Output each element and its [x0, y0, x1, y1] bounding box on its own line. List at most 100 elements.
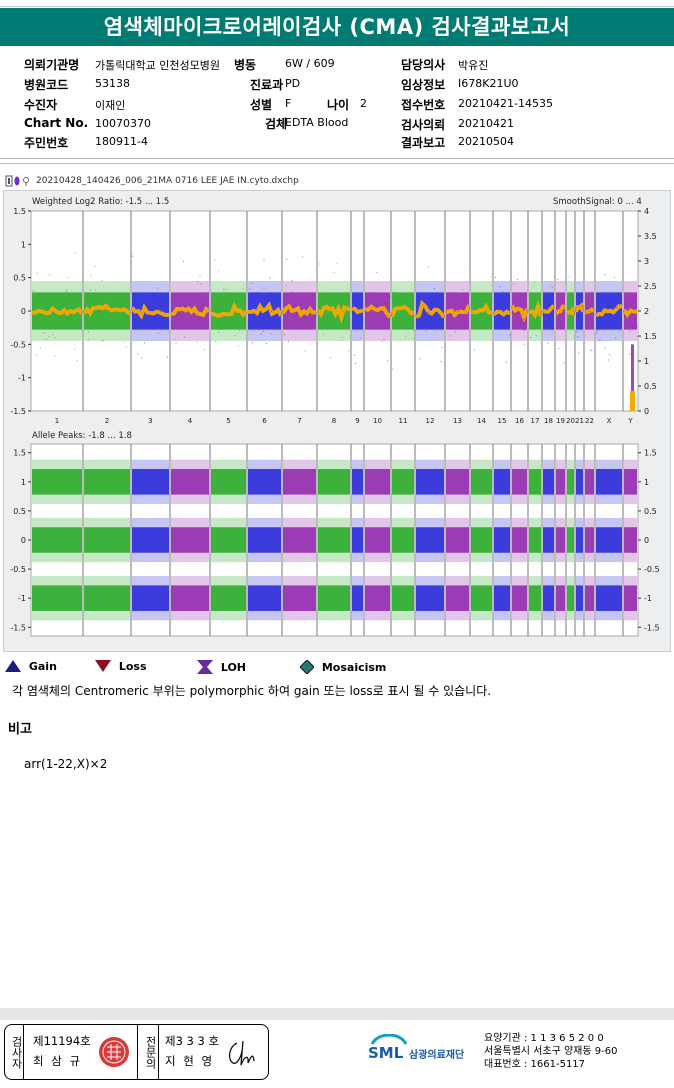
examiner-license: 제11194호: [33, 1034, 91, 1048]
chromosome-tick-label: 12: [426, 417, 435, 425]
chromosome-tick-label: Y: [627, 417, 633, 425]
log2-ratio-label: Weighted Log2 Ratio: -1.5 ... 1.5: [32, 197, 169, 207]
chromosome-tick-label: 4: [188, 417, 193, 425]
cma-plot-panel: Weighted Log2 Ratio: -1.5 ... 1.5 Smooth…: [3, 190, 671, 652]
y-tick-label-right: -1.5: [644, 623, 660, 632]
info-value: 이재인: [95, 99, 126, 112]
y-tick-label-left: 0.5: [13, 507, 26, 516]
y-tick-label-left: 0.5: [13, 274, 26, 283]
info-label: 검체: [265, 117, 288, 131]
y-tick-label-left: -1.5: [10, 407, 26, 416]
loh-icon: [197, 660, 213, 674]
examiner-role: 검사자: [5, 1025, 24, 1079]
legend-label: Gain: [28, 660, 57, 673]
y-tick-label-left: -1.5: [10, 623, 26, 632]
smooth-signal-label: SmoothSignal: 0 ... 4: [553, 197, 642, 207]
legend-item-gain: Gain: [5, 660, 57, 673]
y-tick-label-left: 0: [21, 307, 26, 316]
info-value: 6W / 609: [285, 57, 335, 70]
section-divider: [0, 163, 674, 164]
info-label: 검사의뢰: [401, 118, 446, 132]
y-tick-label-left: 1.5: [13, 449, 26, 458]
info-value: PD: [285, 77, 301, 90]
chromosome-tick-label: 5: [226, 417, 230, 425]
info-value: 박유진: [458, 59, 489, 72]
chromosome-tick-label: 7: [297, 417, 301, 425]
section-divider: [0, 158, 674, 159]
y-tick-label-right: -0.5: [644, 565, 660, 574]
y-tick-label-right: 1: [644, 478, 649, 487]
file-name: 20210428_140426_006_21MA 0716 LEE JAE IN…: [36, 176, 299, 186]
info-label: 수진자: [24, 98, 58, 112]
examiner-seal-icon: [99, 1037, 129, 1067]
chromosome-tick-label: 10: [373, 417, 382, 425]
specialist-role: 전문의: [137, 1025, 159, 1079]
chromosome-tick-label: 9: [355, 417, 359, 425]
org-line-3: 대표번호 : 1661-5117: [484, 1059, 586, 1070]
org-name: 삼광의료재단: [409, 1048, 465, 1061]
info-label: 진료과: [250, 78, 284, 92]
info-value: 20210421: [458, 117, 514, 130]
org-line-2: 서울특별시 서초구 양재동 9-60: [484, 1046, 618, 1057]
info-value: 10070370: [95, 117, 151, 130]
loss-triangle-icon: [95, 660, 111, 672]
report-title: 염색체마이크로어레이검사 (CMA) 검사결과보고서: [0, 8, 674, 46]
chromosome-tick-label: 19: [556, 417, 565, 425]
top-rule: [0, 0, 674, 7]
y-tick-label-right: 4: [644, 207, 649, 216]
specialist-signature-icon: [228, 1040, 255, 1066]
specialist-license: 제3 3 3 호: [165, 1034, 220, 1048]
y-tick-label-left: 1: [21, 478, 26, 487]
info-value: 20210504: [458, 135, 514, 148]
y-tick-label-left: -1: [18, 594, 26, 603]
chromosome-tick-label: 14: [477, 417, 486, 425]
chromosome-tick-label: 15: [498, 417, 507, 425]
info-label: 병동: [234, 58, 257, 72]
y-tick-label-right: 3: [644, 257, 649, 266]
info-label: 나이: [327, 98, 350, 112]
chromosome-tick-label: 2: [105, 417, 109, 425]
info-label: Chart No.: [24, 116, 89, 130]
info-value: 20210421-14535: [458, 97, 553, 110]
y-tick-label-left: 1: [21, 240, 26, 249]
info-label: 성별: [250, 98, 273, 112]
chromosome-tick-label: 13: [453, 417, 462, 425]
org-info: 요양기관 : 1 1 3 6 5 2 0 0 서울특별시 서초구 양재동 9-6…: [484, 1032, 617, 1071]
sml-logo: SML 삼광의료재단: [368, 1033, 483, 1064]
legend-item-loh: LOH: [197, 660, 246, 674]
chromosome-tick-label: 6: [262, 417, 267, 425]
y-tick-label-right: 1.5: [644, 449, 657, 458]
chromosome-tick-label: X: [607, 417, 612, 425]
logo-text: SML: [368, 1044, 404, 1062]
info-label: 주민번호: [24, 136, 69, 150]
info-value: I678K21U0: [458, 77, 519, 90]
chromosome-tick-label: 22: [585, 417, 594, 425]
examiner-name: 최 삼 규: [33, 1054, 83, 1068]
chromosome-tick-label: 17: [531, 417, 540, 425]
y-tick-label-left: -1: [18, 374, 26, 383]
cma-plot-svg: Weighted Log2 Ratio: -1.5 ... 1.5 Smooth…: [10, 197, 660, 637]
info-label: 병원코드: [24, 78, 69, 92]
y-tick-label-right: 2.5: [644, 282, 657, 291]
chromosome-tick-label: 1: [55, 417, 59, 425]
chromosome-tick-label: 18: [544, 417, 553, 425]
legend-item-loss: Loss: [95, 660, 147, 673]
legend-label: LOH: [220, 661, 247, 674]
y-tick-label-right: 0: [644, 536, 649, 545]
centromere-note: 각 염색체의 Centromeric 부위는 polymorphic 하여 ga…: [12, 684, 492, 698]
org-line-1: 요양기관 : 1 1 3 6 5 2 0 0: [484, 1033, 604, 1044]
chromosome-tick-label: 11: [399, 417, 408, 425]
info-label: 접수번호: [401, 98, 446, 112]
chromosome-tick-label: 3: [148, 417, 152, 425]
mosaicism-diamond-icon: [299, 659, 315, 675]
file-bar: 20210428_140426_006_21MA 0716 LEE JAE IN…: [3, 170, 669, 192]
chromosome-tick-label: 8: [332, 417, 336, 425]
file-toolbar-icon[interactable]: [5, 175, 31, 187]
y-tick-label-right: 0: [644, 407, 649, 416]
info-label: 결과보고: [401, 136, 446, 150]
info-label: 의뢰기관명: [24, 58, 80, 72]
allele-peaks-label: Allele Peaks: -1.8 ... 1.8: [32, 431, 132, 441]
y-tick-label-left: 1.5: [13, 207, 26, 216]
legend-label: Mosaicism: [321, 661, 387, 674]
y-tick-label-right: -1: [644, 594, 652, 603]
